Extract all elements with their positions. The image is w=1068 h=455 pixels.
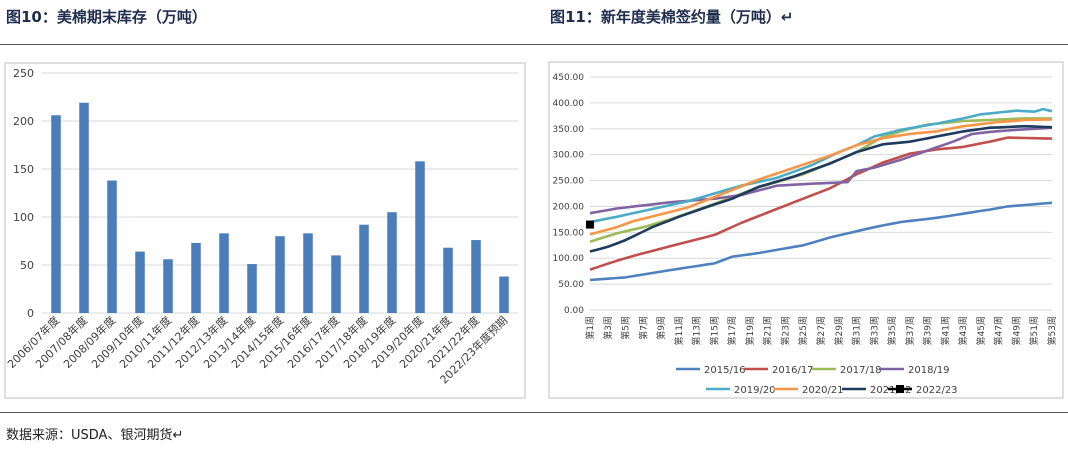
- bar: [191, 242, 201, 313]
- legend-label: 2016/17: [772, 365, 814, 376]
- line-x-tick-label: 第31周: [851, 316, 863, 345]
- line-y-tick-label: 300.00: [553, 151, 585, 161]
- line-x-tick-label: 第53周: [1046, 316, 1058, 345]
- line-x-tick-label: 第49周: [1010, 316, 1022, 345]
- line-x-tick-label: 第9周: [655, 316, 667, 340]
- line-y-tick-label: 200.00: [553, 202, 585, 212]
- line-x-tick-label: 第33周: [868, 316, 880, 345]
- series-line-2019-20: [589, 107, 1053, 224]
- legend-label: 2017/18: [840, 365, 882, 376]
- line-x-tick-label: 第39周: [922, 316, 934, 345]
- legend-label: 2020/21: [802, 385, 844, 396]
- line-chart-legend: 2015/16 2016/17 2017/18 2018/19 2019/20 2020/…: [676, 365, 958, 396]
- line-x-tick-label: 第43周: [957, 316, 969, 345]
- line-chart-y-axis: 0.00 50.00 100.00 150.00 200.00 250.00 300.00 3…: [553, 73, 585, 316]
- line-x-tick-label: 第7周: [637, 316, 649, 340]
- bar-y-tick-label: 50: [20, 259, 34, 272]
- left-chart-title: 图10：美棉期末库存（万吨）: [6, 8, 207, 26]
- bar: [275, 236, 285, 313]
- line-x-tick-label: 第25周: [797, 316, 809, 345]
- line-x-tick-label: 第3周: [602, 316, 614, 340]
- bar: [359, 224, 369, 313]
- line-y-tick-label: 0.00: [564, 306, 584, 316]
- legend-label: 2022/23: [916, 385, 958, 396]
- line-y-tick-label: 400.00: [553, 99, 585, 109]
- line-chart-x-axis: 第1周 第3周 第5周 第7周 第9周 第11周 第13周 第15周 第17周 第19周 第21周第…: [584, 316, 1058, 345]
- line-x-tick-label: 第41周: [939, 316, 951, 345]
- right-chart-title: 图11：新年度美棉签约量（万吨）↵: [550, 8, 794, 26]
- bar-y-tick-label: 150: [13, 163, 34, 176]
- legend-label: 2019/20: [734, 385, 776, 396]
- bar: [443, 247, 453, 313]
- line-x-tick-label: 第27周: [815, 316, 827, 345]
- line-x-tick-label: 第37周: [904, 316, 916, 345]
- bar-y-tick-label: 0: [27, 307, 34, 320]
- bar: [415, 161, 425, 313]
- top-rule: [0, 44, 1068, 45]
- bar: [303, 233, 313, 313]
- data-source-note: 数据来源：USDA、银河期货↵: [6, 428, 184, 443]
- bar-chart-y-axis: 0 50 100 150 200 250: [13, 67, 34, 320]
- series-line-2016-17: [589, 136, 1053, 271]
- line-y-tick-label: 450.00: [553, 73, 585, 83]
- line-y-tick-label: 100.00: [553, 254, 585, 264]
- left-chart-frame: [4, 62, 526, 399]
- line-x-tick-label: 第45周: [975, 316, 987, 345]
- bottom-rule: [0, 412, 1068, 413]
- bar-y-tick-label: 250: [13, 67, 34, 80]
- series-line-2015-16: [589, 201, 1053, 282]
- line-y-tick-label: 250.00: [553, 177, 585, 187]
- line-x-tick-label: 第17周: [726, 316, 738, 345]
- line-x-tick-label: 第35周: [886, 316, 898, 345]
- series-line-2021-22: [589, 124, 1053, 253]
- line-y-tick-label: 150.00: [553, 228, 585, 238]
- bar: [387, 212, 397, 313]
- line-x-tick-label: 第23周: [779, 316, 791, 345]
- line-x-tick-label: 第5周: [620, 316, 632, 340]
- bar: [471, 240, 481, 313]
- legend-label: 2018/19: [908, 365, 950, 376]
- bar: [331, 255, 341, 313]
- bar: [219, 233, 229, 313]
- series-line-2020-21: [589, 118, 1053, 236]
- series-marker-2022-23: [586, 220, 594, 229]
- legend-label: 2021/22: [870, 385, 912, 396]
- line-x-tick-label: 第51周: [1028, 316, 1040, 345]
- line-y-tick-label: 350.00: [553, 125, 585, 135]
- bar: [107, 180, 117, 313]
- line-x-tick-label: 第13周: [691, 316, 703, 345]
- line-x-tick-label: 第19周: [744, 316, 756, 345]
- line-x-tick-label: 第11周: [673, 316, 685, 345]
- bar: [51, 115, 61, 314]
- bar-y-tick-label: 200: [13, 115, 34, 128]
- bar-y-tick-label: 100: [13, 211, 34, 224]
- bar: [163, 259, 173, 313]
- line-y-tick-label: 50.00: [558, 280, 584, 290]
- bar: [79, 102, 89, 313]
- bar: [499, 276, 509, 313]
- line-x-tick-label: 第29周: [833, 316, 845, 345]
- bar: [135, 251, 145, 313]
- line-x-tick-label: 第21周: [762, 316, 774, 345]
- legend-marker: [896, 385, 904, 393]
- line-x-tick-label: 第1周: [584, 316, 596, 340]
- series-line-2018-19: [589, 126, 1053, 215]
- bar-chart-bars: [51, 102, 509, 314]
- line-x-tick-label: 第15周: [708, 316, 720, 345]
- line-x-tick-label: 第47周: [993, 316, 1005, 345]
- bar: [247, 264, 257, 313]
- line-chart-series: [586, 107, 1053, 282]
- legend-label: 2015/16: [704, 365, 746, 376]
